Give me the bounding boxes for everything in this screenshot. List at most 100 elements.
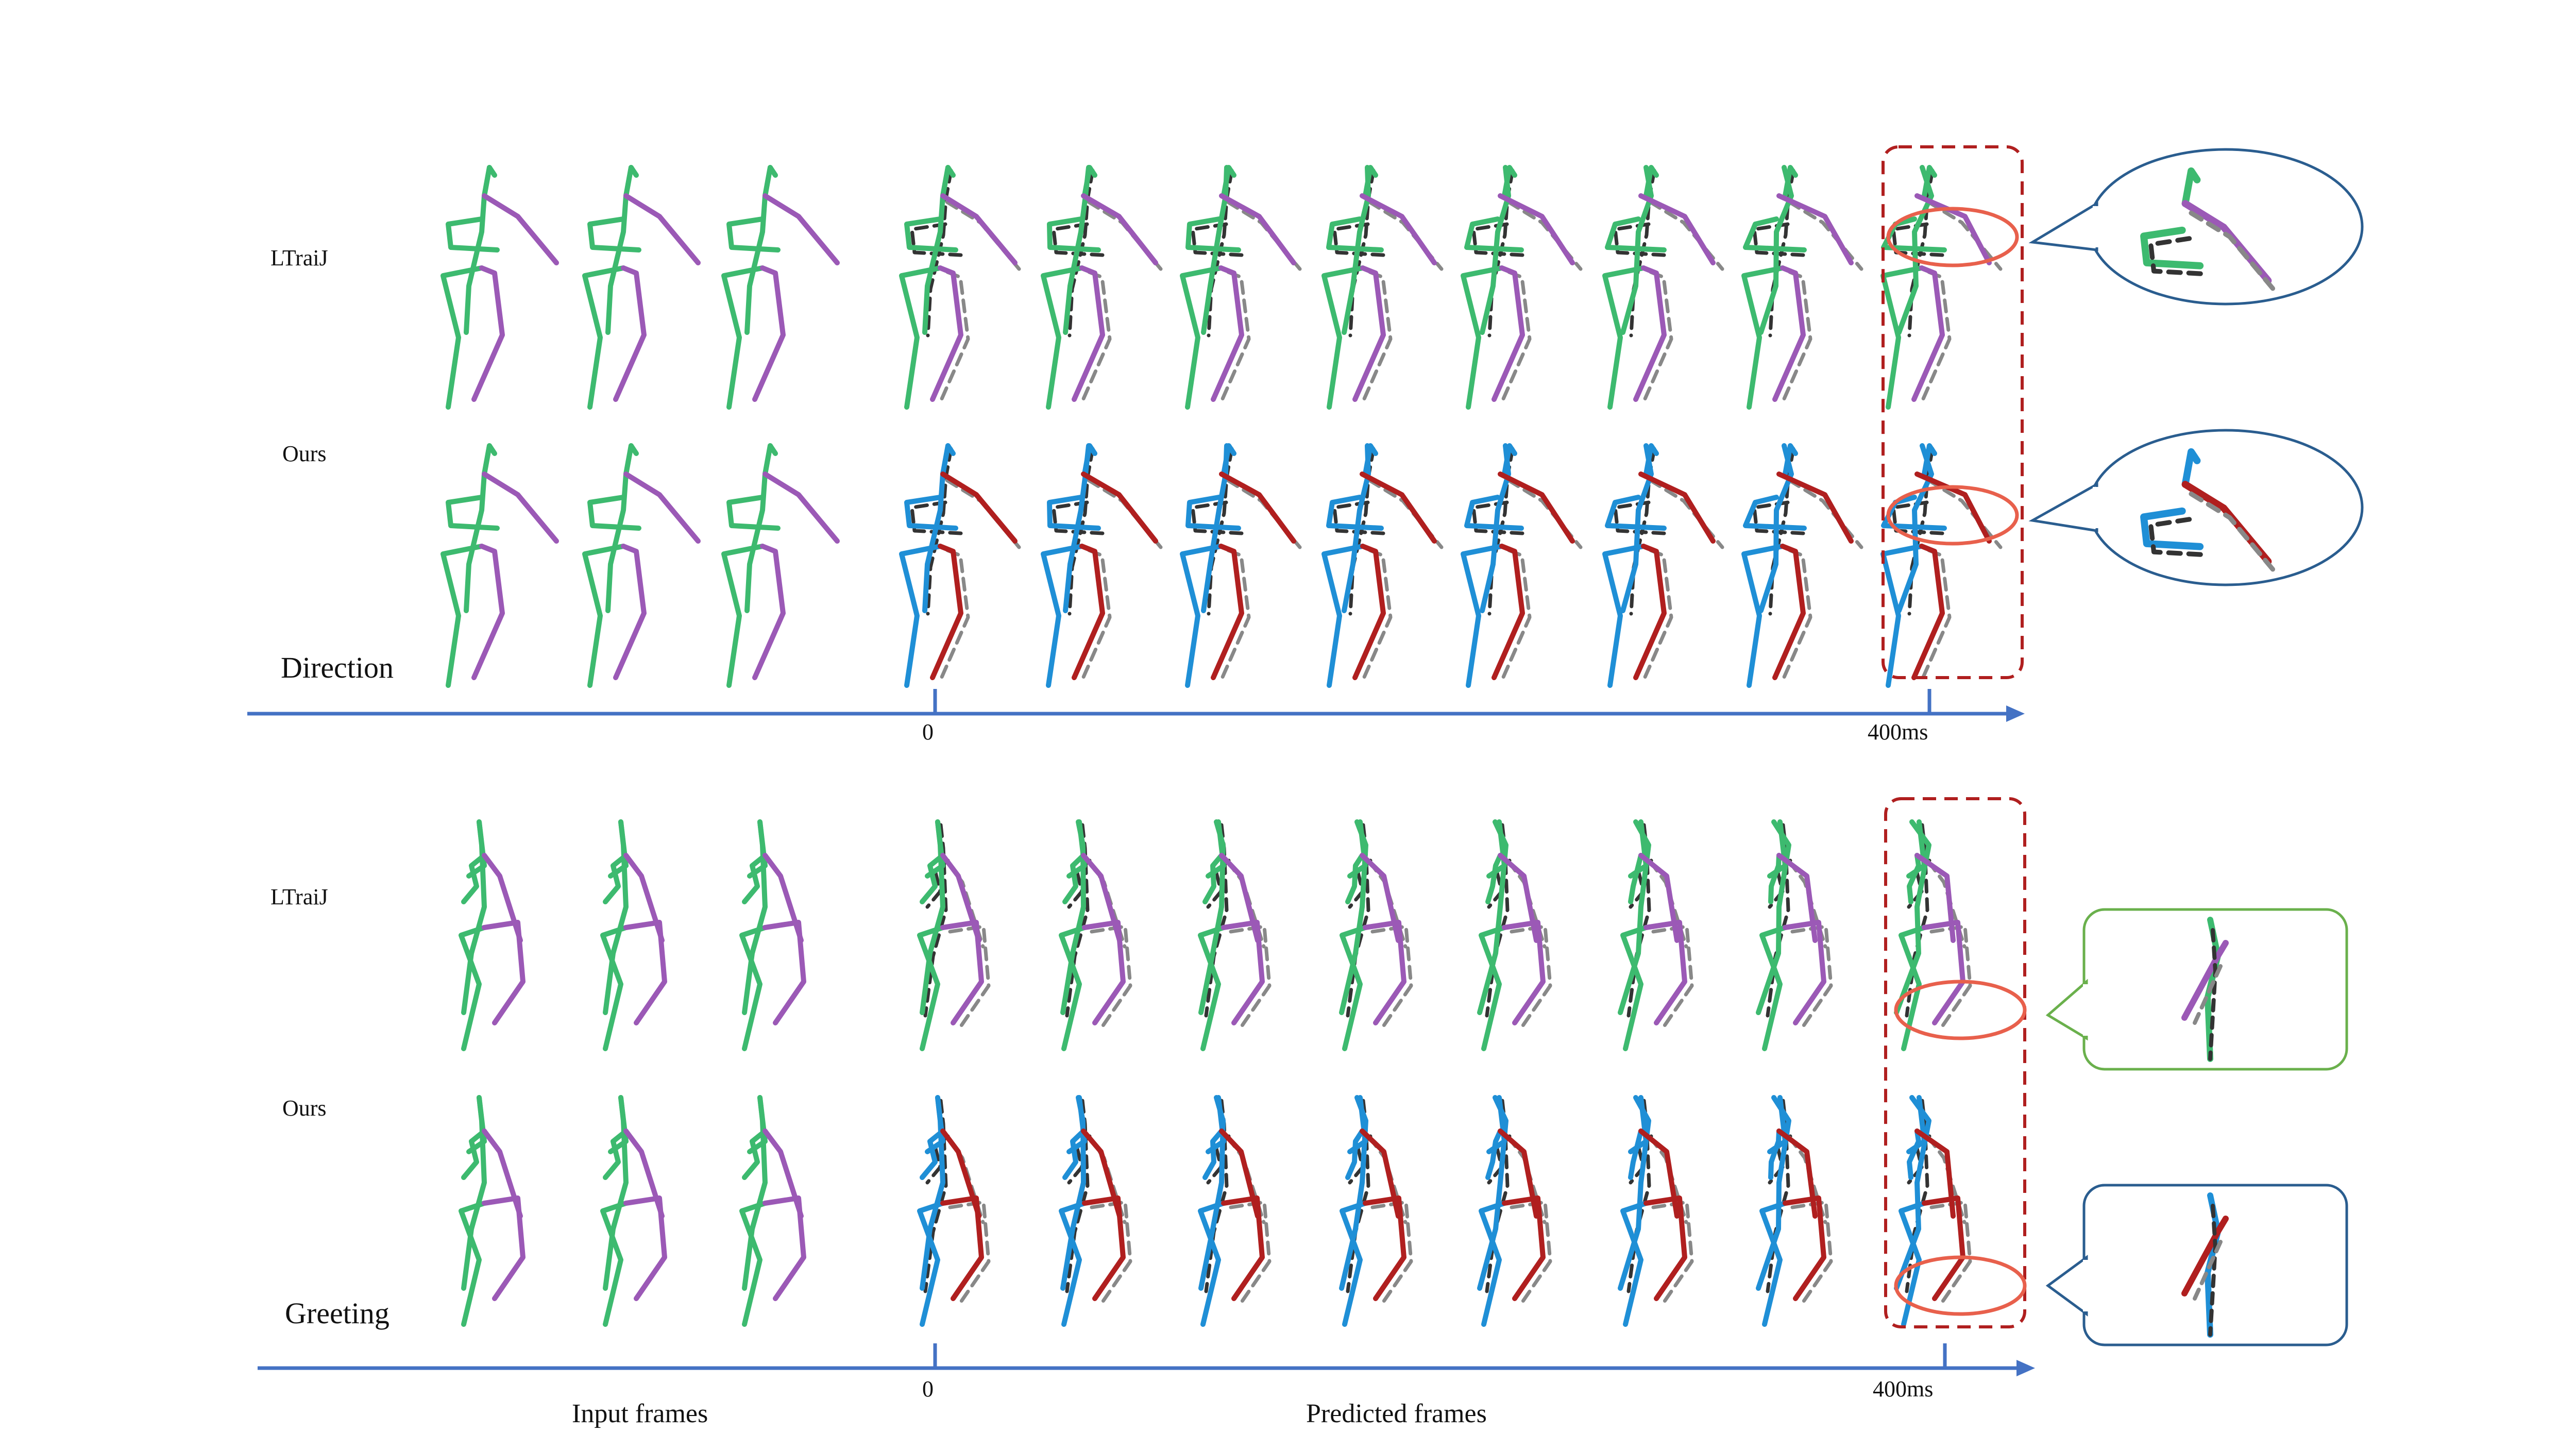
skeleton-right-arm <box>1914 1128 1956 1219</box>
top-ltraij-predicted-skeleton-7 <box>1741 165 1863 410</box>
zoom-detail-skeleton <box>2140 167 2277 293</box>
skeleton-right-leg <box>762 1195 806 1301</box>
top-ltraij-predicted-skeleton-8 <box>1880 165 2003 410</box>
skeleton-left-arm <box>920 853 945 904</box>
skeleton-right-arm <box>1219 471 1296 544</box>
skeleton-right-leg <box>1082 920 1126 1025</box>
skeleton-left-arm <box>461 1128 487 1180</box>
skeleton-head <box>1502 165 1517 198</box>
skeleton-left-arm <box>1628 1128 1643 1180</box>
ground-truth-right-arm <box>945 200 1021 271</box>
skeleton-left-arm <box>1326 216 1384 252</box>
zoom-callout-pointer <box>2045 979 2088 1041</box>
skeleton-left-arm <box>446 495 500 531</box>
zoom-ground-truth-right-leg <box>2193 964 2223 1025</box>
skeleton-left-leg <box>899 265 943 410</box>
skeleton-left-arm <box>1464 495 1524 531</box>
skeleton-left-arm <box>1768 853 1782 904</box>
zoom-ground-truth-right-arm <box>2189 491 2277 574</box>
skeleton-right-leg <box>1072 544 1105 680</box>
skeleton-left-arm <box>1345 853 1365 904</box>
skeleton-left-arm <box>603 1128 629 1180</box>
bottom-ltraij-input-skeleton-3 <box>739 819 806 1051</box>
ground-truth-spine <box>1067 447 1095 616</box>
zoom-left-arm <box>2140 507 2204 550</box>
skeleton-right-arm <box>1638 853 1680 943</box>
skeleton-right-leg <box>1211 544 1244 680</box>
skeleton-left-leg <box>1880 265 1924 410</box>
skeleton-right-arm <box>1219 193 1296 265</box>
bottom-ltraij-predicted-skeleton-8 <box>1894 819 1972 1051</box>
zoom-right-leg <box>2181 940 2229 1021</box>
error-region-ellipse-1 <box>1886 207 2019 267</box>
skeleton-right-arm <box>1638 1128 1680 1219</box>
skeleton-left-arm <box>1605 216 1667 252</box>
skeleton-left-arm <box>1485 853 1503 904</box>
skeleton-left-leg <box>1602 544 1646 688</box>
skeleton-head <box>482 165 497 198</box>
ground-truth-right-leg <box>1929 1200 1972 1305</box>
skeleton-left-leg <box>1461 544 1504 688</box>
bottom-ours-input-skeleton-1 <box>459 1095 526 1327</box>
skeleton-right-arm <box>940 193 1018 265</box>
skeleton-head <box>623 443 639 477</box>
skeleton-right-leg <box>482 920 526 1025</box>
top-ours-predicted-skeleton-6 <box>1602 443 1724 688</box>
ground-truth-right-leg <box>1651 1200 1694 1305</box>
top-ours-input-skeleton-2 <box>582 443 701 688</box>
skeleton-right-leg <box>1082 1195 1126 1301</box>
skeleton-left-leg <box>600 925 629 1051</box>
skeleton-left-leg <box>1880 544 1924 688</box>
bottom-axis-end-label: 400ms <box>1873 1376 1933 1402</box>
bottom-ltraij-input-skeleton-2 <box>600 819 667 1051</box>
skeleton-left-arm <box>920 1128 945 1180</box>
skeleton-right-arm <box>1776 1128 1818 1219</box>
skeleton-head <box>940 443 956 477</box>
skeleton-left-leg <box>721 544 765 688</box>
top-ours-zoom-callout <box>2028 429 2364 586</box>
skeleton-right-arm <box>623 471 701 544</box>
zoom-callout-pointer <box>2028 482 2098 532</box>
bottom-ours-predicted-skeleton-5 <box>1477 1095 1552 1327</box>
skeleton-right-arm <box>1914 471 1992 544</box>
skeleton-right-leg <box>1633 265 1667 402</box>
ground-truth-spine <box>1346 1099 1370 1293</box>
skeleton-right-leg <box>1363 1195 1406 1301</box>
skeleton-left-leg <box>1321 544 1365 688</box>
skeleton-right-arm <box>623 193 701 265</box>
skeleton-left-arm <box>1907 853 1921 904</box>
skeleton-right-arm <box>1776 193 1854 265</box>
skeleton-head <box>1221 443 1236 477</box>
zoom-ground-truth-leg <box>2208 928 2217 1061</box>
skeleton-right-leg <box>623 920 667 1025</box>
skeleton-right-arm <box>1219 853 1260 943</box>
skeleton-right-leg <box>762 920 806 1025</box>
ground-truth-right-leg <box>1090 1200 1132 1305</box>
bottom-action-label: Greeting <box>285 1296 389 1330</box>
skeleton-left-leg <box>1602 265 1646 410</box>
skeleton-right-arm <box>762 193 840 265</box>
bottom-ltraij-predicted-skeleton-6 <box>1618 819 1694 1051</box>
zoom-left-arm <box>2140 226 2204 269</box>
ground-truth-left-arm <box>1891 500 1944 535</box>
skeleton-head <box>940 165 956 198</box>
skeleton-left-leg <box>1059 925 1087 1051</box>
skeleton-right-leg <box>613 265 647 402</box>
skeleton-right-arm <box>1081 471 1158 544</box>
skeleton-right-leg <box>940 920 984 1025</box>
skeleton-left-arm <box>446 216 500 252</box>
ground-truth-right-leg <box>948 1200 991 1305</box>
ground-truth-right-leg <box>1090 924 1132 1029</box>
skeleton-left-arm <box>1907 1128 1921 1180</box>
bottom-axis-start-label: 0 <box>922 1376 934 1402</box>
skeleton-right-leg <box>1922 1195 1965 1301</box>
top-ltraij-predicted-skeleton-4 <box>1321 165 1444 410</box>
ground-truth-spine <box>923 823 948 1018</box>
top-time-axis <box>247 689 2025 722</box>
zoom-callout-pointer-mask <box>2093 206 2108 247</box>
ground-truth-spine <box>926 447 953 616</box>
ground-truth-spine <box>1204 823 1229 1018</box>
skeleton-right-leg <box>1502 1195 1546 1301</box>
skeleton-head <box>1363 165 1378 198</box>
skeleton-left-arm <box>603 853 629 904</box>
